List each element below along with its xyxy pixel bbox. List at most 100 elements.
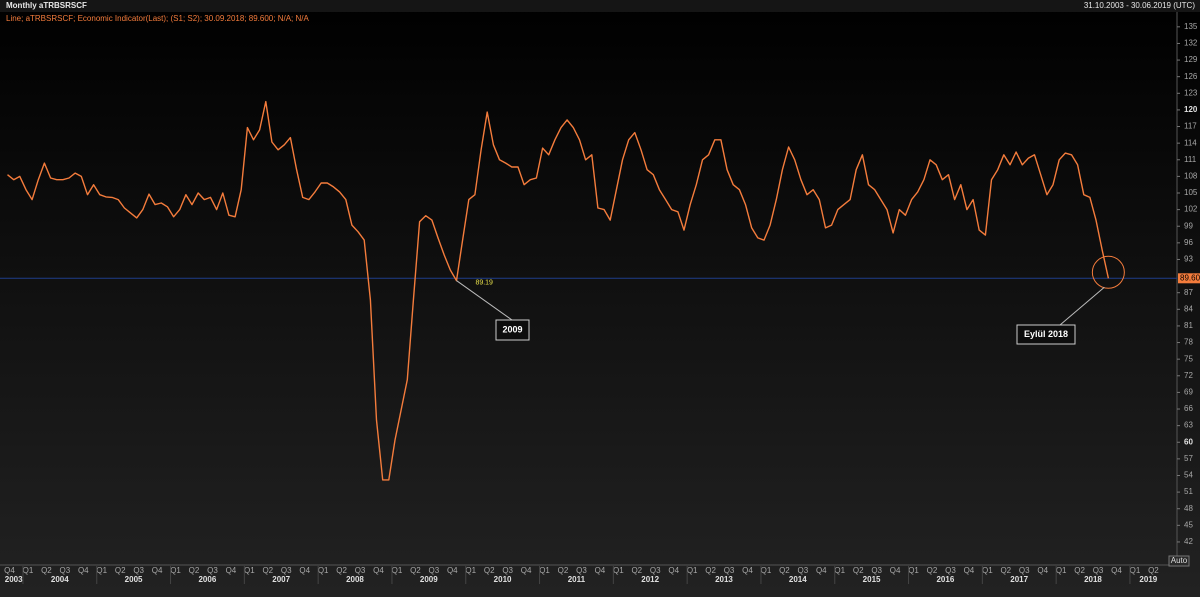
x-quarter-label: Q3 [60, 566, 71, 575]
x-quarter-label: Q3 [133, 566, 144, 575]
x-year-label: 2010 [494, 575, 512, 584]
x-quarter-label: Q1 [1130, 566, 1141, 575]
y-tick-label: 135 [1184, 22, 1198, 31]
x-quarter-label: Q4 [595, 566, 606, 575]
x-quarter-label: Q4 [447, 566, 458, 575]
callout-line [456, 280, 513, 321]
y-tick-label: 48 [1184, 504, 1193, 513]
x-year-label: 2011 [568, 575, 586, 584]
x-quarter-label: Q1 [170, 566, 181, 575]
x-quarter-label: Q1 [318, 566, 329, 575]
x-year-label: 2016 [936, 575, 954, 584]
x-quarter-label: Q4 [742, 566, 753, 575]
x-quarter-label: Q1 [539, 566, 550, 575]
x-quarter-label: Q1 [392, 566, 403, 575]
x-quarter-label: Q2 [631, 566, 642, 575]
data-line [7, 100, 1110, 481]
x-year-label: 2005 [125, 575, 143, 584]
x-quarter-label: Q1 [96, 566, 107, 575]
y-tick-label: 66 [1184, 404, 1193, 413]
x-quarter-label: Q2 [262, 566, 273, 575]
y-tick-label: 102 [1184, 205, 1198, 214]
y-tick-label: 63 [1184, 421, 1193, 430]
title-bar [0, 0, 1200, 12]
x-year-label: 2006 [198, 575, 216, 584]
x-quarter-label: Q2 [484, 566, 495, 575]
x-quarter-label: Q2 [1148, 566, 1159, 575]
y-tick-label: 105 [1184, 188, 1198, 197]
y-tick-label: 120 [1184, 105, 1198, 114]
x-quarter-label: Q3 [429, 566, 440, 575]
x-year-label: 2015 [863, 575, 881, 584]
x-quarter-label: Q1 [465, 566, 476, 575]
x-quarter-label: Q4 [152, 566, 163, 575]
x-quarter-label: Q3 [207, 566, 218, 575]
y-tick-label: 84 [1184, 304, 1193, 313]
x-year-label: 2017 [1010, 575, 1028, 584]
auto-button-label[interactable]: Auto [1171, 556, 1188, 565]
y-tick-label: 123 [1184, 88, 1198, 97]
x-quarter-label: Q2 [41, 566, 52, 575]
x-year-label: 2008 [346, 575, 364, 584]
x-quarter-label: Q4 [964, 566, 975, 575]
x-quarter-label: Q2 [1000, 566, 1011, 575]
x-quarter-label: Q1 [1056, 566, 1067, 575]
chart-title: Monthly aTRBSRSCF [6, 1, 87, 10]
y-tick-label: 75 [1184, 354, 1193, 363]
x-year-label: 2012 [641, 575, 659, 584]
x-quarter-label: Q2 [189, 566, 200, 575]
callout-label: Eylül 2018 [1024, 329, 1068, 339]
highlight-circle [1091, 255, 1125, 289]
last-value-label: 89.600 [1180, 273, 1200, 282]
y-tick-label: 99 [1184, 221, 1193, 230]
x-quarter-label: Q3 [1093, 566, 1104, 575]
x-year-label: 2013 [715, 575, 733, 584]
x-quarter-label: Q2 [410, 566, 421, 575]
y-tick-label: 60 [1184, 437, 1193, 446]
x-quarter-label: Q3 [281, 566, 292, 575]
x-quarter-label: Q3 [576, 566, 587, 575]
auto-button[interactable] [1168, 555, 1190, 567]
y-tick-label: 42 [1184, 537, 1193, 546]
point-label: 89.19 [475, 279, 493, 286]
y-tick-label: 87 [1184, 288, 1193, 297]
x-quarter-label: Q4 [4, 566, 15, 575]
x-quarter-label: Q2 [336, 566, 347, 575]
callout-box [495, 319, 530, 341]
x-quarter-label: Q4 [299, 566, 310, 575]
x-quarter-label: Q4 [521, 566, 532, 575]
y-tick-label: 126 [1184, 72, 1198, 81]
x-quarter-label: Q1 [982, 566, 993, 575]
x-quarter-label: Q2 [853, 566, 864, 575]
y-tick-label: 57 [1184, 454, 1193, 463]
y-tick-label: 51 [1184, 487, 1193, 496]
x-quarter-label: Q4 [1037, 566, 1048, 575]
y-tick-label: 72 [1184, 371, 1193, 380]
y-tick-label: 132 [1184, 39, 1198, 48]
x-year-label: 2004 [51, 575, 69, 584]
x-quarter-label: Q1 [761, 566, 772, 575]
x-quarter-label: Q4 [1111, 566, 1122, 575]
x-year-label: 2003 [5, 575, 23, 584]
y-tick-label: 81 [1184, 321, 1193, 330]
x-quarter-label: Q3 [1019, 566, 1030, 575]
x-year-label: 2018 [1084, 575, 1102, 584]
x-quarter-label: Q4 [668, 566, 679, 575]
x-quarter-label: Q1 [908, 566, 919, 575]
x-quarter-label: Q3 [871, 566, 882, 575]
x-year-label: 2009 [420, 575, 438, 584]
x-year-label: 2014 [789, 575, 807, 584]
x-quarter-label: Q2 [927, 566, 938, 575]
x-quarter-label: Q3 [650, 566, 661, 575]
y-tick-label: 114 [1184, 138, 1197, 147]
y-tick-label: 96 [1184, 238, 1193, 247]
last-value-tag [1178, 273, 1200, 284]
callout-box [1016, 324, 1076, 345]
callout-line [1059, 286, 1105, 326]
x-quarter-label: Q1 [244, 566, 255, 575]
callout-label: 2009 [502, 324, 522, 334]
y-tick-label: 54 [1184, 471, 1193, 480]
x-quarter-label: Q2 [558, 566, 569, 575]
